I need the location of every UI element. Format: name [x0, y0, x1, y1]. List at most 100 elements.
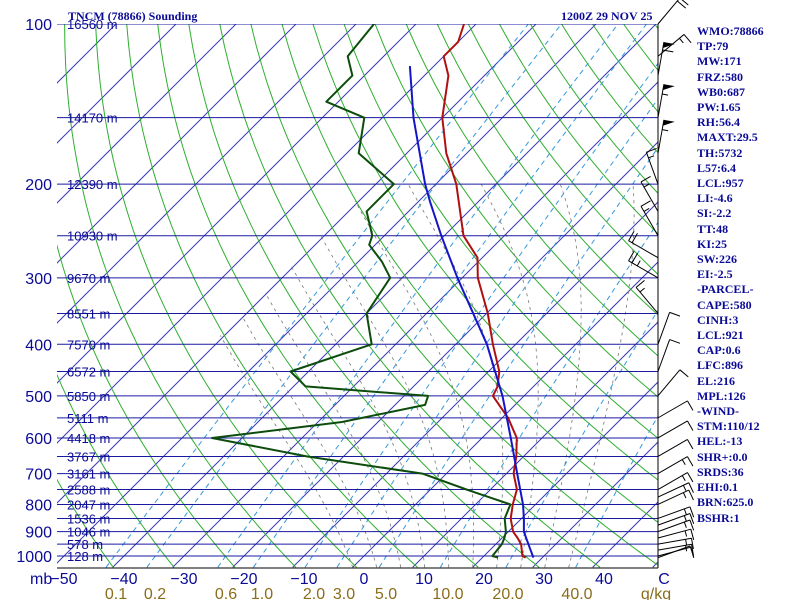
- stability-indices-panel: WMO:78866 TP:79 MW:171 FRZ:580 WB0:687 PW:1.6…: [697, 24, 797, 526]
- index-line: EI:-2.5: [697, 267, 733, 282]
- temperature-profile-line: [441, 24, 527, 559]
- index-line: BRN:625.0: [697, 495, 754, 510]
- mixing-ratio-line: [217, 24, 619, 568]
- index-line: WB0:687: [697, 84, 745, 99]
- height-label: 8551 m: [67, 306, 110, 321]
- wind-barb: [657, 528, 695, 540]
- mixing-ratio-tick-label: 0.2: [144, 586, 166, 600]
- height-label: 3767 m: [67, 449, 110, 464]
- temperature-tick-label: C: [658, 571, 670, 588]
- temperature-tick-label: 0: [360, 571, 369, 588]
- dry-adiabat-line: [405, 24, 658, 357]
- wind-barb: [657, 472, 694, 490]
- moist-adiabat-line: [264, 292, 402, 568]
- pressure-tick-label: 900: [25, 525, 52, 542]
- wind-barb: [657, 513, 695, 526]
- wind-barb: [657, 456, 694, 475]
- mixing-ratio-tick-label: 40.0: [561, 586, 592, 600]
- height-label: 2588 m: [67, 483, 110, 498]
- moist-adiabat-line: [242, 316, 378, 568]
- profile-lines: [211, 24, 535, 559]
- index-line: HEL:-13: [697, 434, 743, 449]
- height-label: 4418 m: [67, 431, 110, 446]
- isotherm-line: [57, 24, 237, 204]
- mixing-ratio-line: [336, 98, 658, 568]
- wind-barb: [657, 546, 695, 558]
- mixing-ratio-line: [252, 24, 647, 568]
- wind-barb: [640, 200, 659, 236]
- pressure-tick-label: 500: [25, 389, 52, 406]
- index-line: TP:79: [697, 39, 729, 54]
- wind-barb: [657, 482, 694, 498]
- pressure-tick-label: 1000: [16, 549, 52, 566]
- dry-adiabat-line: [250, 24, 658, 566]
- wind-barb: [657, 420, 694, 439]
- moist-adiabat-line: [220, 335, 354, 568]
- wind-barb: [657, 537, 694, 550]
- index-line: SI:-2.2: [697, 206, 732, 221]
- wind-barb: [657, 119, 675, 154]
- moist-adiabat-line: [544, 183, 582, 568]
- wind-barb: [628, 251, 659, 279]
- height-label: 578 m: [67, 537, 103, 552]
- index-line: PW:1.65: [697, 100, 741, 115]
- wind-barb: [657, 439, 694, 457]
- height-label: 7570 m: [67, 337, 110, 352]
- temperature-tick-label: 30: [535, 571, 553, 588]
- index-line: KI:25: [697, 236, 727, 251]
- mixing-ratio-line: [378, 146, 658, 568]
- wind-barb: [657, 84, 675, 118]
- temperature-tick-label: 10: [415, 571, 433, 588]
- dry-adiabat-line: [281, 24, 658, 523]
- mixing-ratio-tick-label: 2.0: [303, 586, 325, 600]
- mixing-ratio-line: [304, 62, 658, 568]
- dewpoint-profile-line: [211, 24, 512, 559]
- mixing-ratio-tick-label: 0.1: [105, 586, 127, 600]
- wind-barb: [657, 543, 694, 556]
- isotherm-line: [352, 261, 658, 568]
- observation-time: 1200Z 29 NOV 25: [561, 9, 653, 23]
- pressure-tick-label: 400: [25, 337, 52, 354]
- isotherm-line: [57, 24, 357, 324]
- mixing-ratio-tick-label: 5.0: [375, 586, 397, 600]
- wind-barb: [657, 41, 675, 76]
- dry-adiabat-line: [343, 24, 658, 439]
- index-line: SW:226: [697, 252, 738, 267]
- height-label: 6572 m: [67, 365, 110, 380]
- height-label: 10930 m: [67, 229, 118, 244]
- dry-adiabat-line: [64, 24, 297, 568]
- temperature-tick-label: −40: [110, 571, 137, 588]
- height-label: 14170 m: [67, 111, 118, 126]
- height-label: 3161 m: [67, 467, 110, 482]
- dry-adiabat-line: [57, 478, 114, 568]
- moist-adiabat-line: [407, 183, 504, 568]
- index-line: LI:-4.6: [697, 191, 733, 206]
- parcel-trace-line: [408, 66, 535, 558]
- dry-adiabat-line: [57, 243, 236, 568]
- pressure-tick-label: 800: [25, 497, 52, 514]
- temperature-tick-label: 20: [475, 571, 493, 588]
- isotherm-line: [0, 12, 8, 567]
- dry-adiabat-line: [436, 24, 658, 316]
- height-label: 12390 m: [67, 177, 118, 192]
- dry-adiabat-line: [374, 24, 658, 398]
- height-label: 5111 m: [67, 411, 108, 426]
- index-line: STM:110/12: [697, 419, 760, 434]
- height-label: 9670 m: [67, 271, 110, 286]
- dry-adiabat-line: [0, 24, 52, 567]
- isotherm-line: [532, 441, 658, 568]
- index-line: MW:171: [697, 54, 742, 69]
- index-line: LCL:921: [697, 328, 744, 343]
- wind-barb: [645, 147, 659, 185]
- dry-adiabat-line: [219, 24, 601, 568]
- temperature-tick-label: −10: [290, 571, 317, 588]
- index-line: L57:6.4: [697, 160, 736, 175]
- index-line: CAPE:580: [697, 297, 752, 312]
- wind-barb: [657, 489, 694, 505]
- index-line: RH:56.4: [697, 115, 740, 130]
- isotherm-line: [57, 24, 537, 504]
- index-line: SHR+:0.0: [697, 449, 748, 464]
- index-line: CAP:0.6: [697, 343, 741, 358]
- index-line: -WIND-: [697, 404, 739, 419]
